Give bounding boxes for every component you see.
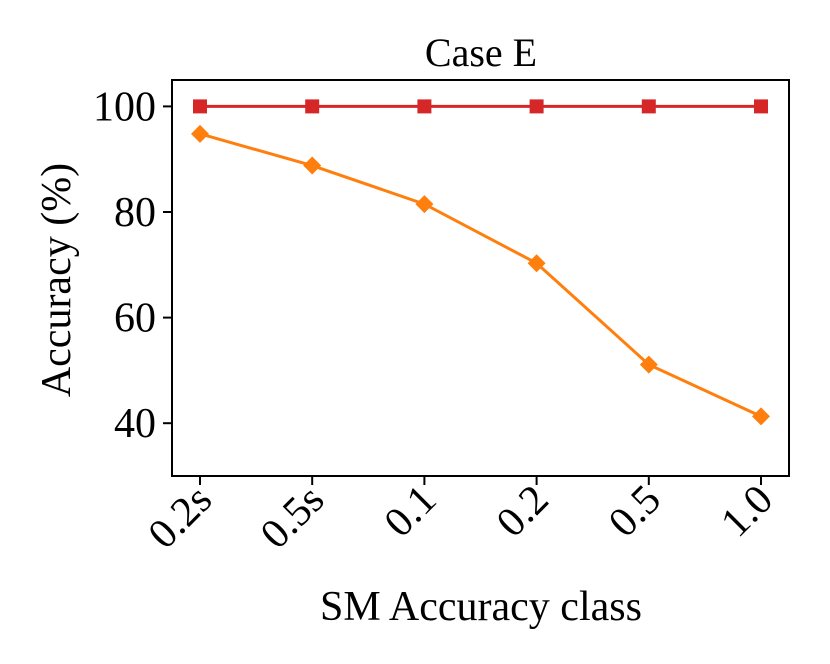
x-tick-label: 0.5s <box>252 477 333 558</box>
series-1-point <box>529 99 544 114</box>
series-1-point <box>417 99 432 114</box>
series-1-point <box>305 99 320 114</box>
y-tick-label: 40 <box>114 401 156 447</box>
series-1-point <box>754 99 768 114</box>
series-2-point <box>752 407 770 426</box>
x-tick-label: 0.5 <box>600 477 670 547</box>
x-axis-label: SM Accuracy class <box>320 584 642 630</box>
plot-area: 40 60 80 100 0.2s 0.5s 0.1 0.2 0.5 1.0 <box>93 79 790 558</box>
plot-frame <box>171 79 790 477</box>
series-2-point <box>639 355 658 374</box>
chart-title: Case E <box>425 30 537 75</box>
series-1-point <box>641 99 656 114</box>
y-tick-label: 100 <box>93 84 156 130</box>
y-tick-label: 80 <box>114 190 156 236</box>
series-1-point <box>193 99 207 114</box>
y-axis-label: Accuracy (%) <box>34 163 80 397</box>
y-tick-label: 60 <box>114 296 156 342</box>
series-2-line <box>199 132 762 418</box>
x-tick-label: 0.1 <box>376 477 446 547</box>
series-2-point <box>415 195 434 214</box>
series-2-point <box>303 156 322 175</box>
x-tick-label: 0.2s <box>140 477 221 558</box>
x-tick-label: 0.2 <box>488 477 558 547</box>
series-2-point <box>527 254 546 273</box>
x-tick-label: 1.0 <box>712 477 782 547</box>
series-2-point <box>191 124 209 143</box>
